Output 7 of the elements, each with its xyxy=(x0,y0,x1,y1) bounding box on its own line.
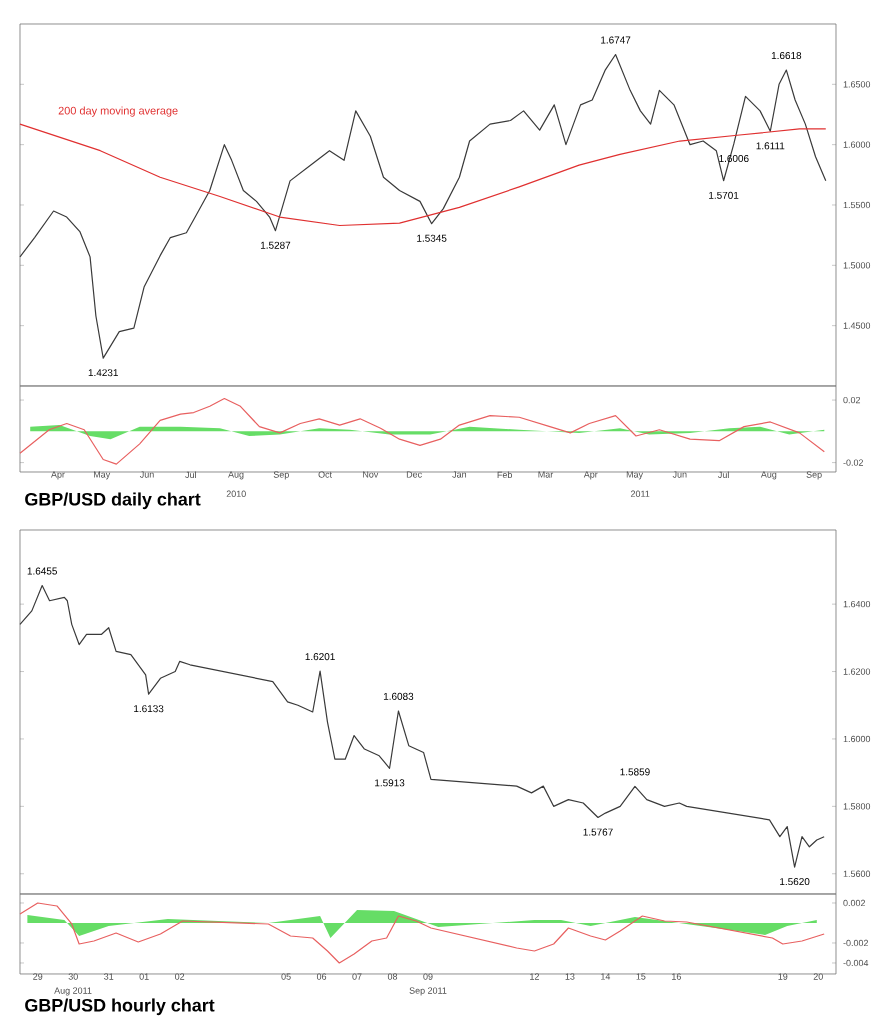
text: GBP/USD daily chart xyxy=(25,492,201,510)
line-series xyxy=(19,397,825,465)
text: GBP/USD hourly chart xyxy=(25,998,215,1016)
line-series xyxy=(19,123,827,227)
line-series xyxy=(19,902,825,964)
line-series xyxy=(19,585,825,868)
line-series xyxy=(19,53,827,359)
